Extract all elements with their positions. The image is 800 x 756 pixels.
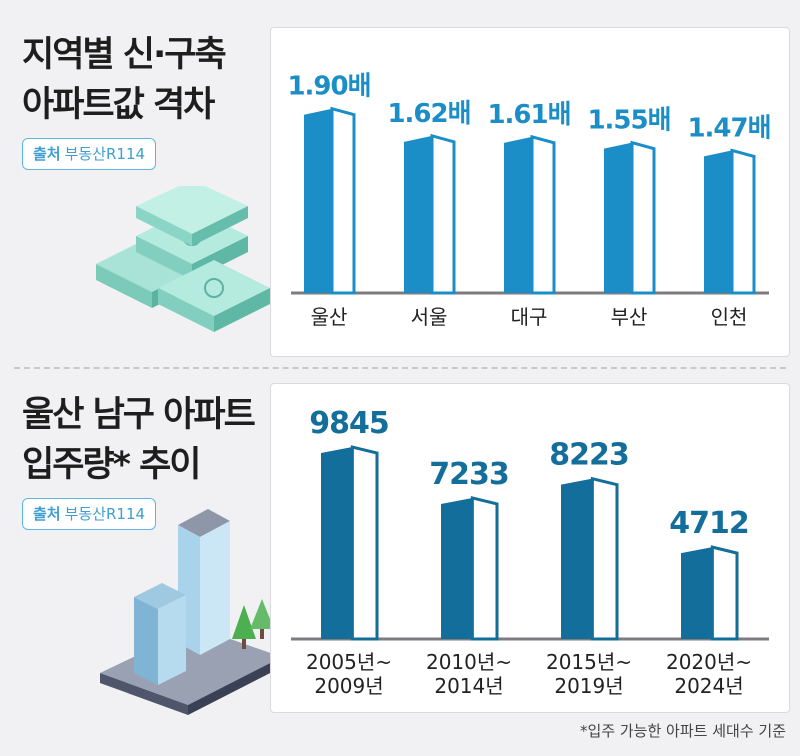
bar-side-face [470,496,499,641]
bar-front-face [441,497,473,639]
bar-4 [604,140,656,295]
banknote-bundle-icon [136,186,248,246]
bar-front-face [561,478,593,639]
bar-front-face [404,135,432,293]
banknote-bundle-icon [158,260,270,332]
bar-value-label: 1.90배 [287,72,370,102]
category-label: 2015년~ [546,650,632,674]
source-value: 부동산R114 [64,145,146,163]
bar-side-face [530,134,556,295]
chart2-title-line-1: 울산 남구 아파트 [22,395,256,435]
bar-value-label: 7233 [429,457,509,492]
category-label: 부산 [611,305,648,329]
section-divider [14,367,786,369]
source-label: 출처 [33,505,61,523]
category-label: 대구 [511,305,548,329]
category-label: 2010년~ [426,650,512,674]
chart2-source-badge: 출처 부동산R114 [22,498,157,530]
money-stack-illustration [96,186,270,332]
bar-1 [321,445,379,641]
category-label: 2020년~ [666,650,752,674]
bar-3 [561,476,619,641]
bar-side-face [350,445,379,641]
bar-front-face [681,547,713,639]
source-value: 부동산R114 [64,505,146,523]
bar-value-label: 1.47배 [687,113,770,143]
category-label: 2014년 [434,674,503,698]
bar-front-face [321,447,353,639]
bar-side-face [710,545,739,641]
bar-side-face [730,148,756,295]
ground-platform [100,627,282,715]
bar-side-face [590,476,619,641]
chart1-title: 지역별 신·구축 아파트값 격차 [22,30,227,130]
category-label: 2009년 [314,674,383,698]
category-label: 2005년~ [306,650,392,674]
bar-1 [304,106,356,295]
bar-front-face [604,142,632,293]
bar-value-label: 1.62배 [387,99,470,129]
bar-front-face [504,136,532,293]
bar-4 [681,545,739,641]
chart1-source-badge: 출처 부동산R114 [22,138,157,170]
chart2-panel: 9845 2005년~ 2009년 7233 2010년~ 2014년 8223 2015년~… [270,383,790,713]
footnote: *입주 가능한 아파트 세대수 기준 [580,722,786,740]
chart2-title-line-2: 입주량* 추이 [22,445,201,485]
bar-value-label: 9845 [309,406,389,441]
bar-value-label: 1.61배 [487,100,570,130]
bar-3 [504,134,556,295]
bar-value-label: 8223 [549,438,629,473]
bar-2 [441,496,499,641]
bar-value-label: 1.55배 [587,106,670,136]
chart1-title-line-1: 지역별 신·구축 [22,35,227,75]
bar-front-face [304,108,332,293]
bar-2 [404,133,456,295]
bar-side-face [330,106,356,295]
tree-icon [232,599,274,649]
bar-side-face [630,140,656,295]
bar-front-face [704,150,732,293]
apartment-buildings-illustration [100,509,282,715]
category-label: 인천 [711,305,748,329]
chart2-plot: 9845 2005년~2009년 7233 2010년~2014년 8223 2015년~… [291,406,769,698]
bar-5 [704,148,756,295]
apartment-building-icon [134,583,186,685]
category-label: 2019년 [554,674,623,698]
category-label: 울산 [311,305,348,329]
bar-side-face [430,133,456,295]
chart2-title: 울산 남구 아파트 입주량* 추이 [22,390,256,490]
category-label: 2024년 [674,674,743,698]
category-label: 서울 [411,305,448,329]
source-label: 출처 [33,145,61,163]
chart1-title-line-2: 아파트값 격차 [22,85,215,125]
bar-value-label: 4712 [669,506,749,541]
